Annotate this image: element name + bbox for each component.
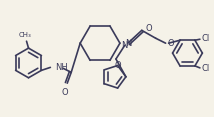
Text: NH: NH: [55, 63, 68, 72]
Text: Cl: Cl: [202, 34, 210, 43]
Text: O: O: [168, 39, 174, 48]
Text: Cl: Cl: [202, 64, 210, 73]
Text: O: O: [146, 24, 152, 33]
Text: O: O: [114, 61, 121, 70]
Text: N: N: [121, 41, 127, 50]
Text: N: N: [125, 39, 131, 48]
Text: CH₃: CH₃: [18, 32, 31, 38]
Text: O: O: [62, 88, 68, 97]
